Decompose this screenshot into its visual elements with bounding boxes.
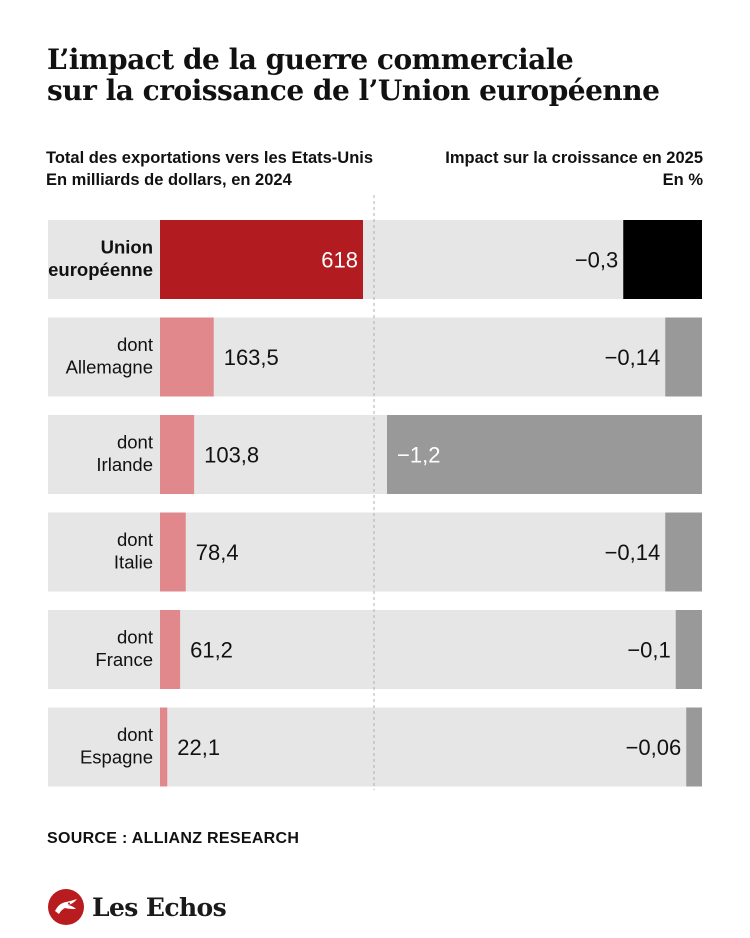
category-label-irlande: dont Irlande [96, 432, 153, 475]
impact-value-label-italie: −0,14 [605, 540, 661, 565]
impact-bar-france [675, 610, 702, 689]
export-bar-italie [160, 512, 186, 592]
impact-header-line-1: Impact sur la croissance en 2025 [445, 149, 703, 167]
export-bar-eu [160, 220, 363, 299]
export-value-label-allemagne: 163,5 [224, 345, 279, 370]
source-note: SOURCE : ALLIANZ RESEARCH [47, 830, 300, 847]
export-value-label-eu: 618 [321, 248, 358, 273]
category-label-espagne: dont Espagne [80, 724, 153, 767]
impact-value-label-allemagne: −0,14 [605, 345, 661, 370]
impact-bar-italie [665, 512, 702, 592]
category-label-france: dont France [95, 627, 153, 670]
row-background-italie [48, 512, 702, 592]
category-label-italie: dont Italie [114, 529, 153, 572]
exports-header-line-2: En milliards de dollars, en 2024 [46, 171, 292, 189]
category-label-allemagne: dont Allemagne [66, 334, 153, 377]
category-label-eu: Union européenne [48, 237, 153, 280]
exports-header: Total des exportations vers les Etats-Un… [46, 147, 373, 191]
export-bar-irlande [160, 415, 195, 494]
export-value-label-espagne: 22,1 [177, 735, 220, 760]
impact-bar-allemagne [665, 317, 702, 397]
export-value-label-italie: 78,4 [196, 540, 239, 565]
impact-bar-espagne [686, 707, 702, 787]
impact-bar-eu [623, 220, 702, 299]
impact-header: Impact sur la croissance en 2025 En % [445, 147, 703, 191]
title-line-1: L’impact de la guerre commerciale [47, 43, 574, 76]
brand-name: Les Echos [92, 892, 227, 922]
les-echos-logo-icon [48, 889, 84, 925]
export-bar-allemagne [160, 317, 214, 397]
impact-header-line-2: En % [662, 171, 703, 189]
impact-value-label-irlande: −1,2 [397, 443, 440, 468]
row-background-espagne [48, 707, 702, 787]
export-value-label-irlande: 103,8 [204, 443, 259, 468]
row-background-france [48, 610, 702, 689]
export-bar-espagne [160, 707, 168, 787]
chart-title: L’impact de la guerre commerciale sur la… [47, 44, 727, 106]
impact-bar-irlande [387, 415, 702, 494]
impact-value-label-espagne: −0,06 [626, 735, 682, 760]
impact-value-label-france: −0,1 [627, 638, 670, 663]
export-bar-france [160, 610, 181, 689]
brand-logo: Les Echos [48, 888, 227, 926]
row-background-allemagne [48, 317, 702, 397]
export-value-label-france: 61,2 [190, 638, 233, 663]
title-line-2: sur la croissance de l’Union européenne [47, 74, 660, 107]
impact-value-label-eu: −0,3 [575, 248, 618, 273]
row-background-eu [48, 220, 702, 299]
exports-header-line-1: Total des exportations vers les Etats-Un… [46, 149, 374, 167]
